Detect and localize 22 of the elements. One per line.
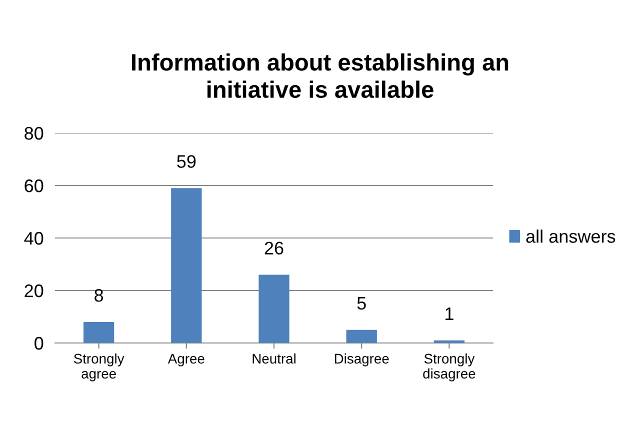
x-tick-label: Strongly agree	[74, 353, 124, 382]
bar	[258, 274, 290, 343]
x-tick-label: Disagree	[334, 353, 389, 366]
bar	[346, 330, 377, 343]
x-tick-label: Strongly disagree	[423, 353, 476, 382]
chart-title: Information about establishing an initiative is available	[132, 53, 508, 98]
y-tick-label: 20	[24, 284, 44, 298]
bar	[83, 322, 114, 343]
data-label: 26	[264, 242, 284, 255]
x-tick-label: Neutral	[252, 353, 296, 364]
bar	[171, 188, 202, 343]
data-label: 5	[357, 297, 366, 310]
bar	[434, 340, 465, 343]
data-label: 59	[177, 155, 196, 168]
y-tick-label: 40	[24, 232, 44, 245]
y-tick-label: 80	[24, 126, 44, 140]
data-label: 1	[446, 308, 454, 320]
data-label: 8	[94, 288, 104, 302]
x-tick-label: Agree	[168, 354, 204, 366]
legend-label: all answers	[526, 230, 616, 243]
y-tick-label: 0	[34, 336, 44, 350]
y-tick-label: 60	[24, 179, 44, 192]
